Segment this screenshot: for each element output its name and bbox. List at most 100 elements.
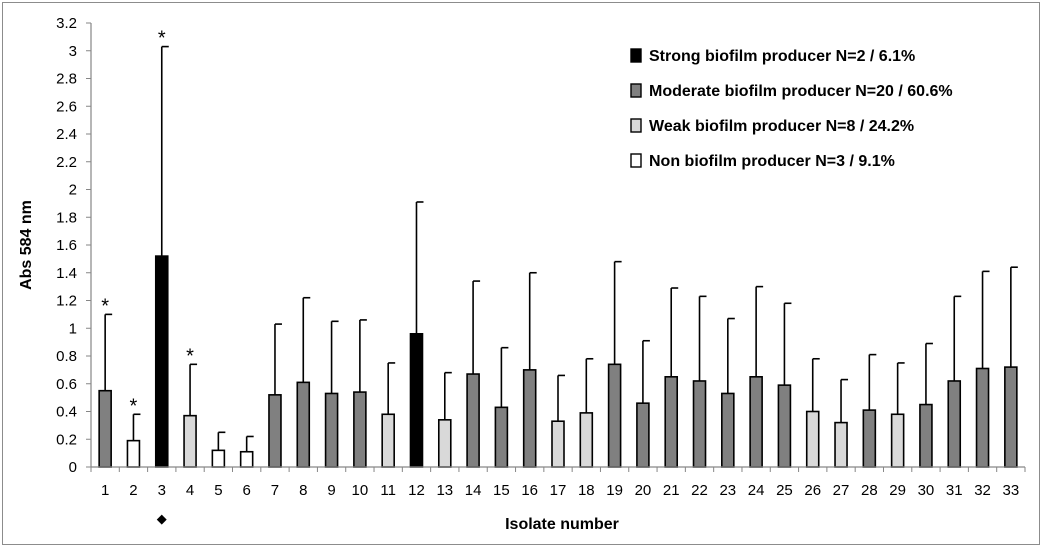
x-tick-label: 26 — [804, 482, 821, 499]
x-tick-label: 7 — [271, 482, 279, 499]
x-tick-label: 17 — [550, 482, 567, 499]
y-tick-label: 3.2 — [56, 15, 77, 32]
legend-swatch-strong — [630, 48, 642, 63]
bar-isolate-4 — [183, 414, 197, 468]
legend: Strong biofilm producer N=2 / 6.1% Modera… — [630, 48, 953, 170]
y-tick-label: 0.2 — [56, 431, 77, 448]
y-tick-label: 1.2 — [56, 293, 77, 310]
y-tick-label: 2.8 — [56, 71, 77, 88]
x-tick-label: 28 — [861, 482, 878, 499]
legend-label-moderate: Moderate biofilm producer N=20 / 60.6% — [649, 83, 953, 100]
bar-isolate-17 — [551, 420, 565, 468]
annotations: * * * * ◆ — [101, 28, 194, 527]
x-tick-label: 5 — [214, 482, 222, 499]
x-tick-label: 13 — [436, 482, 453, 499]
bar-isolate-19 — [607, 363, 622, 468]
bar-isolate-23 — [721, 392, 735, 468]
bar-isolate-30 — [919, 403, 933, 468]
x-tick-label: 16 — [521, 482, 538, 499]
bar-isolate-7 — [268, 394, 282, 468]
y-tick-label: 1.6 — [56, 237, 77, 254]
x-tick-label: 30 — [918, 482, 935, 499]
y-tick-label: 1.8 — [56, 209, 77, 226]
x-tick-label: 6 — [242, 482, 250, 499]
x-tick-label: 10 — [352, 482, 369, 499]
legend-swatch-moderate — [630, 83, 642, 98]
bar-isolate-33 — [1004, 366, 1018, 468]
y-tick-label: 2.4 — [56, 126, 77, 143]
x-tick-label: 33 — [1003, 482, 1020, 499]
bar-isolate-1 — [98, 389, 112, 468]
bar-isolate-15 — [494, 406, 509, 468]
bar-isolate-10 — [353, 391, 367, 468]
error-bars — [104, 45, 1018, 452]
bar-isolate-12 — [409, 332, 424, 468]
x-tick-label: 32 — [974, 482, 991, 499]
x-tick-label: 1 — [101, 482, 109, 499]
bar-isolate-20 — [636, 402, 650, 468]
bars — [98, 255, 1018, 468]
significance-asterisk: * — [101, 295, 109, 317]
y-tick-label: 1.4 — [56, 265, 77, 282]
bar-isolate-21 — [664, 376, 679, 468]
x-tick-label: 29 — [889, 482, 906, 499]
x-tick-label: 11 — [380, 482, 396, 499]
significance-asterisk: * — [186, 345, 194, 367]
bar-isolate-16 — [522, 369, 537, 468]
x-axis-title: Isolate number — [505, 516, 619, 533]
bar-isolate-9 — [324, 392, 339, 468]
x-tick-label: 31 — [946, 482, 963, 499]
axes — [90, 23, 1025, 468]
legend-swatch-weak — [630, 118, 642, 133]
y-axis-ticks: 0 0.2 0.4 0.6 0.8 1 1.2 1.4 1.6 1.8 2 2.2 2.4 2.6 2.8 3… — [56, 15, 91, 476]
x-tick-label: 22 — [691, 482, 708, 499]
legend-swatch-non — [630, 153, 642, 168]
legend-label-non: Non biofilm producer N=3 / 9.1% — [649, 153, 895, 170]
x-tick-label: 21 — [663, 482, 680, 499]
x-tick-label: 19 — [606, 482, 623, 499]
x-tick-label: 9 — [327, 482, 335, 499]
bar-isolate-25 — [777, 384, 792, 468]
y-tick-label: 2 — [69, 182, 77, 199]
legend-label-weak: Weak biofilm producer N=8 / 24.2% — [649, 118, 914, 135]
bar-isolate-22 — [692, 380, 707, 468]
y-tick-label: 3 — [69, 43, 77, 60]
significance-asterisk: * — [130, 395, 138, 417]
bar-isolate-27 — [834, 421, 848, 468]
x-tick-label: 4 — [186, 482, 194, 499]
bar-isolate-28 — [862, 409, 877, 468]
x-axis-ticks: 1 2 3 4 5 6 7 8 9 10 11 12 13 14 15 16 17 18 19 20 21 22 23 24 2… — [90, 467, 1026, 499]
bar-isolate-31 — [947, 380, 962, 468]
bar-isolate-6 — [239, 450, 254, 468]
legend-label-strong: Strong biofilm producer N=2 / 6.1% — [649, 48, 915, 65]
bar-isolate-26 — [805, 410, 820, 468]
x-tick-label: 20 — [635, 482, 652, 499]
bar-isolate-3 — [154, 255, 169, 468]
bar-isolate-11 — [381, 413, 395, 468]
y-tick-label: 0.6 — [56, 376, 77, 393]
y-axis-title: Abs 584 nm — [18, 200, 35, 290]
y-tick-label: 1 — [69, 320, 77, 337]
diamond-marker-icon: ◆ — [157, 512, 167, 527]
x-tick-label: 25 — [776, 482, 793, 499]
bar-isolate-14 — [466, 373, 480, 468]
bar-isolate-32 — [975, 367, 990, 468]
x-tick-label: 15 — [493, 482, 510, 499]
y-tick-label: 2.2 — [56, 154, 77, 171]
significance-asterisk: * — [158, 28, 166, 50]
x-tick-label: 18 — [578, 482, 595, 499]
y-tick-label: 0.8 — [56, 348, 77, 365]
bar-isolate-2 — [126, 439, 141, 468]
x-tick-label: 12 — [408, 482, 425, 499]
x-tick-label: 24 — [748, 482, 765, 499]
x-tick-label: 23 — [719, 482, 736, 499]
bar-chart: 0 0.2 0.4 0.6 0.8 1 1.2 1.4 1.6 1.8 2 2.2 2.4 2.6 2.8 3… — [18, 15, 1026, 533]
x-tick-label: 14 — [465, 482, 482, 499]
bar-isolate-18 — [579, 412, 594, 468]
y-tick-label: 0.4 — [56, 404, 77, 421]
y-tick-label: 2.6 — [56, 98, 77, 115]
bar-isolate-5 — [211, 449, 226, 468]
bar-isolate-29 — [890, 413, 905, 468]
x-tick-label: 27 — [833, 482, 850, 499]
